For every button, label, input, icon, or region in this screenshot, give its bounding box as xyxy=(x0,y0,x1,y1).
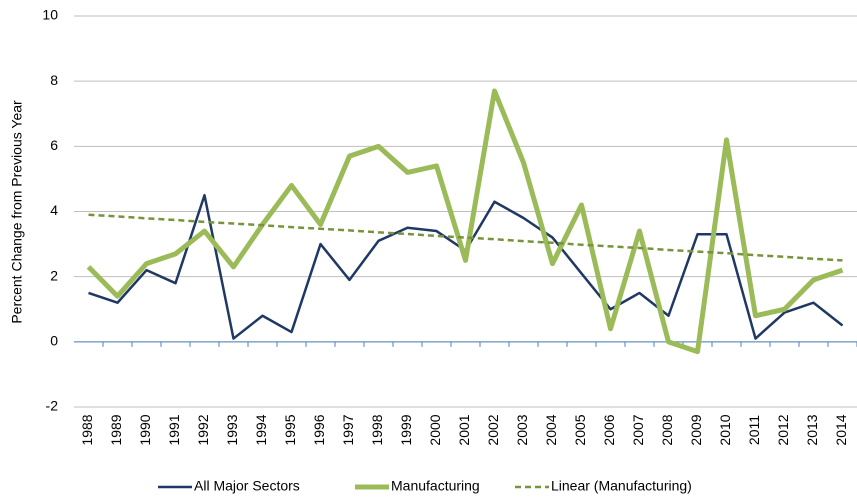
legend-label: All Major Sectors xyxy=(194,478,300,494)
legend-label: Linear (Manufacturing) xyxy=(551,478,692,494)
y-tick-label: 10 xyxy=(42,7,58,23)
x-tick-label: 1996 xyxy=(311,414,327,445)
x-tick-label: 2013 xyxy=(804,414,820,445)
legend-label: Manufacturing xyxy=(391,478,480,494)
x-tick-label: 1988 xyxy=(79,414,95,445)
series-line xyxy=(88,193,844,340)
x-tick-label: 1997 xyxy=(340,414,356,445)
x-tick-label: 1995 xyxy=(282,414,298,445)
x-tick-label: 2002 xyxy=(485,414,501,445)
series-line xyxy=(88,213,843,262)
y-tick-label: -2 xyxy=(46,398,59,414)
y-tick-label: 8 xyxy=(50,72,58,88)
y-tick-label: 0 xyxy=(50,333,58,349)
x-tick-label: 2008 xyxy=(659,414,675,445)
x-tick-label: 1991 xyxy=(166,414,182,445)
x-tick-label: 2001 xyxy=(456,414,472,445)
x-tick-label: 1994 xyxy=(253,414,269,445)
x-tick-label: 1998 xyxy=(369,414,385,445)
x-tick-label: 1992 xyxy=(195,414,211,445)
x-tick-label: 2000 xyxy=(427,414,443,445)
x-tick-label: 1989 xyxy=(108,414,124,445)
x-tick-label: 2014 xyxy=(833,414,849,445)
x-tick-label: 1993 xyxy=(224,414,240,445)
y-tick-label: 2 xyxy=(50,267,58,283)
x-tick-label: 2005 xyxy=(572,414,588,445)
y-axis-title: Percent Change from Previous Year xyxy=(9,100,25,324)
x-tick-label: 2011 xyxy=(746,415,762,445)
x-tick-label: 2003 xyxy=(514,414,530,445)
series-line xyxy=(86,88,844,355)
x-tick-label: 2004 xyxy=(543,414,559,445)
x-tick-label: 1990 xyxy=(137,414,153,445)
y-tick-label: 6 xyxy=(50,137,58,153)
x-tick-label: 2007 xyxy=(630,414,646,445)
x-tick-label: 2010 xyxy=(717,414,733,445)
x-tick-label: 2009 xyxy=(688,414,704,445)
x-tick-label: 1999 xyxy=(398,414,414,445)
x-tick-label: 2006 xyxy=(601,414,617,445)
y-tick-label: 4 xyxy=(50,202,58,218)
x-tick-label: 2012 xyxy=(775,414,791,445)
